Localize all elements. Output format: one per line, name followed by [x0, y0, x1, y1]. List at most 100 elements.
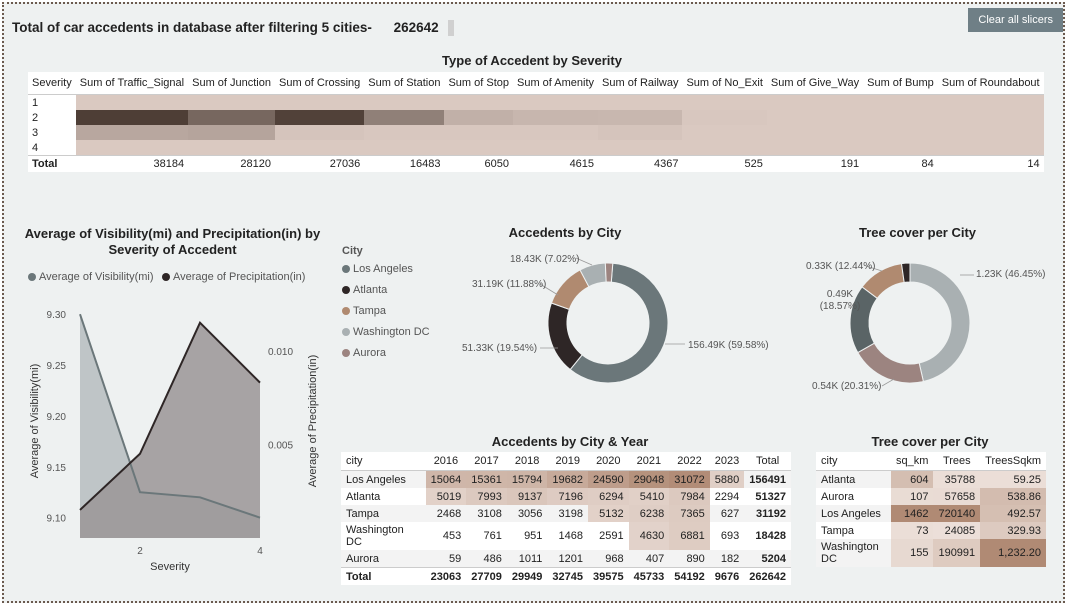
- heatmap-cell[interactable]: [513, 110, 599, 125]
- legend-visibility[interactable]: Average of Visibility(mi): [28, 271, 154, 283]
- y-left-axis-label: Average of Visibility(mi): [29, 364, 41, 479]
- heatmap-cell[interactable]: [188, 94, 275, 110]
- heatmap-cell[interactable]: [364, 94, 445, 110]
- heatmap-cell[interactable]: [682, 94, 767, 110]
- table-row: Washington DC 155 190991 1,232.20: [816, 539, 1046, 567]
- tree-col-header[interactable]: city: [816, 452, 892, 471]
- heatmap-cell[interactable]: [682, 140, 767, 156]
- heatmap-cell[interactable]: [75, 140, 189, 156]
- heatmap-cell[interactable]: [274, 125, 365, 140]
- city-legend-label: Tampa: [353, 305, 387, 317]
- heatmap-col-header[interactable]: Sum of Crossing: [274, 72, 365, 95]
- heatmap-cell[interactable]: [513, 94, 599, 110]
- legend-precip[interactable]: Average of Precipitation(in): [161, 271, 305, 283]
- heatmap-cell[interactable]: [766, 94, 864, 110]
- city-year-cell: 1201: [558, 552, 584, 565]
- heatmap-cell[interactable]: [364, 110, 445, 125]
- city-year-col-header[interactable]: 2021: [628, 452, 670, 471]
- heatmap-cell[interactable]: [444, 140, 513, 156]
- donut-slice[interactable]: [900, 262, 911, 283]
- heatmap-cell[interactable]: [75, 94, 189, 110]
- city-year-col-header[interactable]: 2020: [588, 452, 629, 471]
- tree-col-header[interactable]: TreesSqkm: [980, 452, 1046, 471]
- heatmap-cell[interactable]: [444, 110, 513, 125]
- city-legend-item[interactable]: Los Angeles: [342, 263, 430, 275]
- donut-slice[interactable]: [604, 262, 614, 283]
- heatmap-col-header[interactable]: Sum of Roundabout: [937, 72, 1044, 95]
- donut-slice[interactable]: [909, 262, 971, 383]
- heatmap-cell[interactable]: [766, 125, 864, 140]
- heatmap-cell[interactable]: [598, 94, 683, 110]
- legend-dot-icon: [28, 273, 36, 282]
- heatmap-cell[interactable]: [75, 110, 189, 125]
- city-legend-label: Washington DC: [353, 326, 430, 338]
- city-year-cell: 31072: [669, 470, 710, 488]
- city-year-col-header[interactable]: 2016: [425, 452, 467, 471]
- donut-slice[interactable]: [547, 302, 583, 371]
- tree-cell: 155: [891, 539, 934, 567]
- donut-data-label: 31.19K (11.88%): [472, 279, 546, 290]
- heatmap-col-header[interactable]: Sum of Give_Way: [766, 72, 864, 95]
- city-year-col-header[interactable]: 2018: [506, 452, 548, 471]
- heatmap-col-header[interactable]: Sum of Railway: [598, 72, 683, 95]
- heatmap-cell[interactable]: [274, 110, 365, 125]
- heatmap-cell[interactable]: [937, 94, 1044, 110]
- tree-cell: 35788: [933, 470, 981, 488]
- heatmap-cell[interactable]: [75, 125, 189, 140]
- heatmap-cell[interactable]: [513, 140, 599, 156]
- heatmap-col-header[interactable]: Sum of Stop: [444, 72, 513, 95]
- heatmap-cell[interactable]: [188, 140, 275, 156]
- heatmap-cell[interactable]: [863, 110, 938, 125]
- heatmap-col-header[interactable]: Sum of Traffic_Signal: [75, 72, 189, 95]
- heatmap-col-header[interactable]: Sum of Amenity: [513, 72, 599, 95]
- heatmap-cell[interactable]: [598, 110, 683, 125]
- heatmap-col-header[interactable]: Sum of Station: [364, 72, 445, 95]
- heatmap-cell[interactable]: [513, 125, 599, 140]
- city-legend-label: Aurora: [353, 347, 387, 359]
- heatmap-cell[interactable]: [364, 140, 445, 156]
- city-legend-item[interactable]: Aurora: [342, 347, 430, 359]
- clear-slicers-button[interactable]: Clear all slicers: [968, 8, 1063, 32]
- city-year-col-header[interactable]: 2022: [669, 452, 710, 471]
- heatmap-cell[interactable]: [863, 94, 938, 110]
- tree-col-header[interactable]: Trees: [933, 452, 981, 471]
- city-legend-item[interactable]: Atlanta: [342, 284, 430, 296]
- heatmap-cell[interactable]: [863, 125, 938, 140]
- heatmap-cell[interactable]: [274, 94, 365, 110]
- heatmap-cell[interactable]: [766, 140, 864, 156]
- heatmap-cell[interactable]: [766, 110, 864, 125]
- tree-col-header[interactable]: sq_km: [891, 452, 934, 471]
- city-legend-item[interactable]: Tampa: [342, 305, 430, 317]
- donut-slice[interactable]: [569, 262, 669, 384]
- heatmap-cell[interactable]: [444, 94, 513, 110]
- heatmap-cell[interactable]: [188, 110, 275, 125]
- heatmap-cell[interactable]: [274, 140, 365, 156]
- heatmap-cell[interactable]: [598, 140, 683, 156]
- city-legend-item[interactable]: Washington DC: [342, 326, 430, 338]
- heatmap-cell[interactable]: [444, 125, 513, 140]
- heatmap-cell[interactable]: [598, 125, 683, 140]
- heatmap-row-header[interactable]: Severity: [28, 72, 76, 95]
- heatmap-col-header[interactable]: Sum of Bump: [863, 72, 938, 95]
- city-year-cell: Los Angeles: [346, 473, 406, 486]
- heatmap-cell[interactable]: [682, 110, 767, 125]
- city-year-col-header[interactable]: 2023: [709, 452, 745, 471]
- donut-slice[interactable]: [857, 342, 925, 384]
- heatmap-cell[interactable]: [682, 125, 767, 140]
- heatmap-cell[interactable]: [937, 125, 1044, 140]
- heatmap-cell[interactable]: [364, 125, 445, 140]
- city-year-cell: 627: [720, 507, 740, 520]
- heatmap-col-header[interactable]: Sum of Junction: [188, 72, 275, 95]
- heatmap-cell[interactable]: [937, 110, 1044, 125]
- city-year-col-header[interactable]: city: [341, 452, 426, 471]
- city-year-col-header[interactable]: 2017: [466, 452, 507, 471]
- heatmap-col-header[interactable]: Sum of No_Exit: [682, 72, 767, 95]
- heatmap-cell[interactable]: [188, 125, 275, 140]
- city-year-cell: 486: [483, 552, 502, 565]
- heatmap-cell[interactable]: [937, 140, 1044, 156]
- donut-slice[interactable]: [849, 286, 878, 354]
- heatmap-cell[interactable]: [863, 140, 938, 156]
- city-year-col-header[interactable]: Total: [744, 452, 791, 471]
- city-year-col-header[interactable]: 2019: [547, 452, 589, 471]
- legend-dot-icon: [161, 273, 170, 282]
